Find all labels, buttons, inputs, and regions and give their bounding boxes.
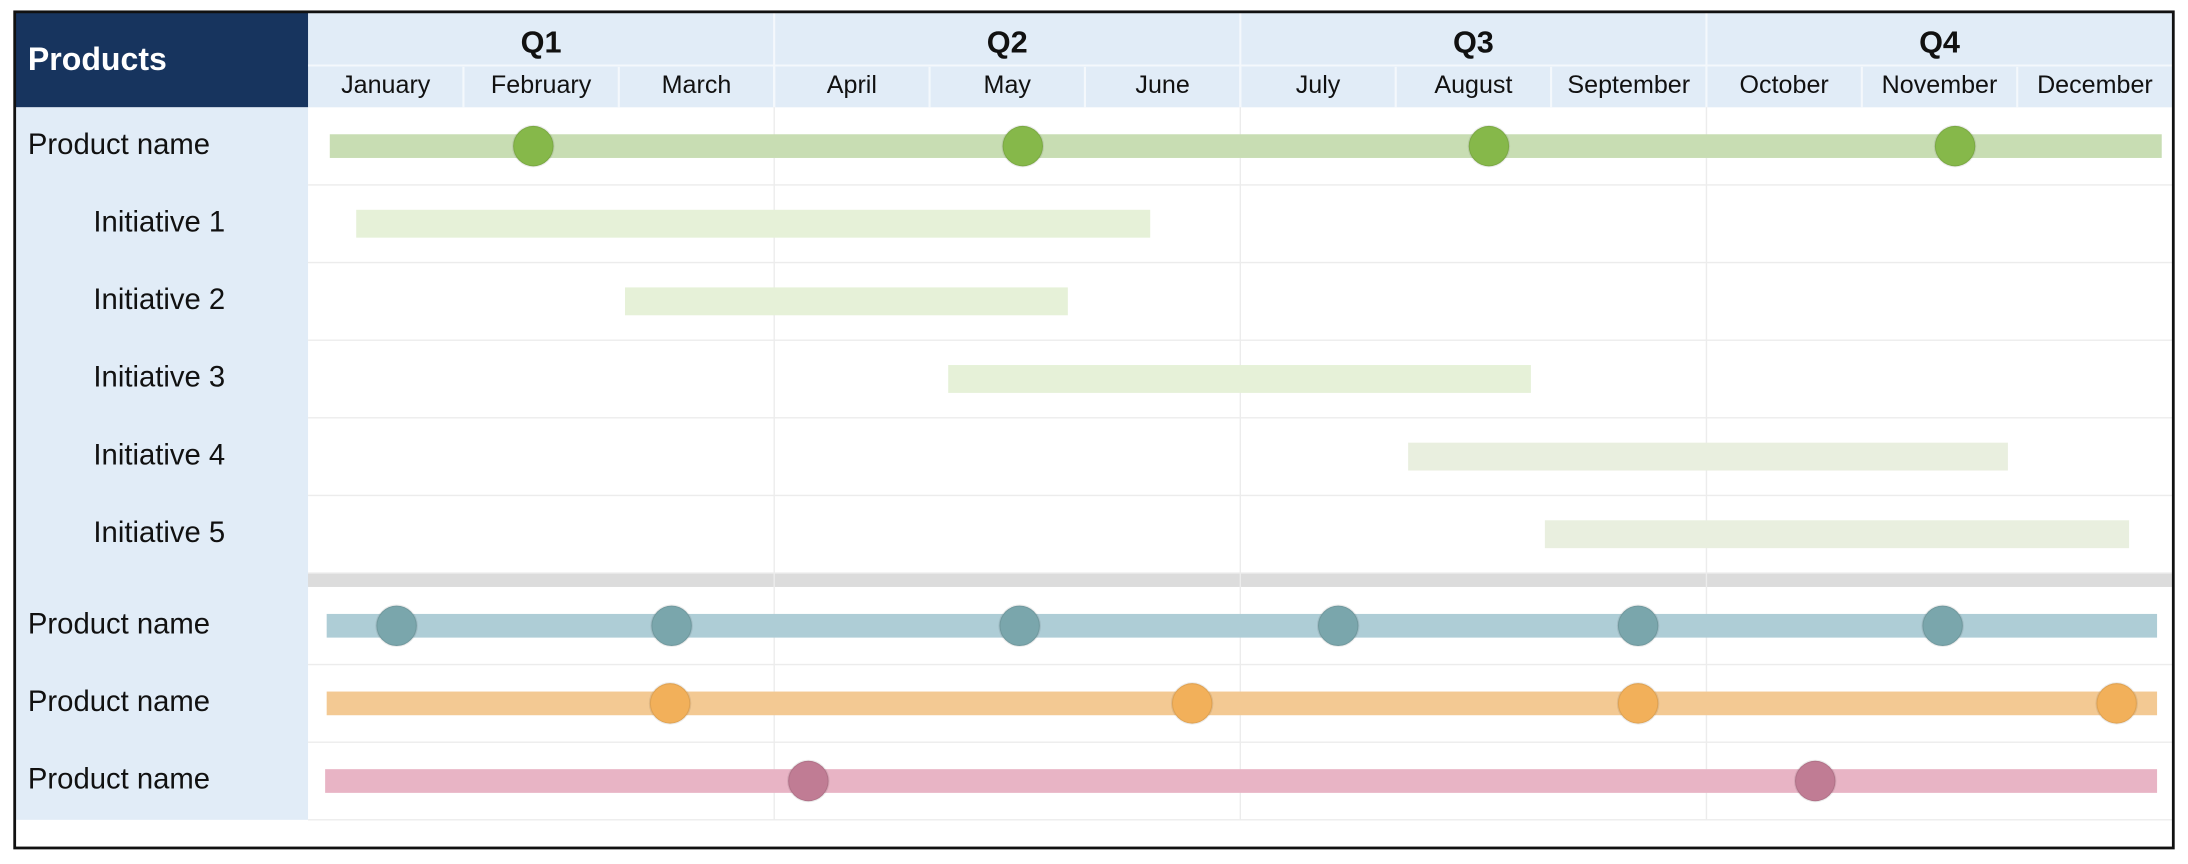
timeline-bar <box>325 769 2158 793</box>
timeline-bar <box>625 287 1068 316</box>
month-label: April <box>827 71 877 99</box>
month-label: September <box>1567 71 1690 99</box>
quarter-label: Q3 <box>1453 26 1494 60</box>
milestone <box>1616 604 1660 648</box>
milestone <box>1001 124 1045 168</box>
frame <box>13 10 2175 850</box>
quarter-label: Q4 <box>1919 26 1960 60</box>
milestone <box>1170 682 1214 725</box>
milestone <box>1921 604 1964 648</box>
quarter-label: Q1 <box>521 26 562 60</box>
milestone <box>1316 604 1360 648</box>
milestone <box>375 604 418 648</box>
month-label: November <box>1882 71 1998 99</box>
milestone <box>512 124 555 168</box>
row-label: Product name <box>28 764 210 796</box>
month-label: May <box>984 71 1032 99</box>
label-column <box>15 107 309 820</box>
month-label: July <box>1296 71 1341 99</box>
milestone <box>1467 124 1511 168</box>
milestone <box>787 759 830 803</box>
milestone <box>998 604 1041 648</box>
month-label: August <box>1434 71 1512 99</box>
month-label: October <box>1740 71 1829 99</box>
milestone <box>650 604 693 648</box>
timeline-bar <box>326 613 2158 638</box>
title: Products <box>28 41 167 77</box>
month-label: December <box>2037 71 2153 99</box>
milestone <box>1793 759 1837 803</box>
milestone <box>1933 124 1977 168</box>
title-cell <box>15 12 309 108</box>
timeline-bar <box>948 365 1531 393</box>
row-label: Initiative 5 <box>93 517 225 549</box>
milestone <box>1616 682 1660 725</box>
quarter-label: Q2 <box>987 26 1028 60</box>
milestone <box>2095 682 2138 725</box>
row-label: Product name <box>28 686 210 718</box>
month-label: June <box>1135 71 1189 99</box>
row-label: Product name <box>28 129 210 161</box>
month-label: January <box>341 71 431 99</box>
milestone <box>648 682 692 725</box>
row-label: Initiative 1 <box>93 206 225 238</box>
row-label: Initiative 4 <box>93 439 225 471</box>
month-label: February <box>491 71 592 99</box>
timeline-bar <box>329 134 2162 158</box>
timeline-bar <box>1544 520 2130 549</box>
timeline-bar <box>1408 442 2008 471</box>
timeline-bar <box>326 691 2158 716</box>
month-label: March <box>662 71 732 99</box>
row-label: Initiative 2 <box>93 284 225 316</box>
row-label: Initiative 3 <box>93 362 225 394</box>
timeline-bar <box>356 209 1151 238</box>
row-label: Product name <box>28 609 210 641</box>
section-separator <box>15 573 2173 587</box>
